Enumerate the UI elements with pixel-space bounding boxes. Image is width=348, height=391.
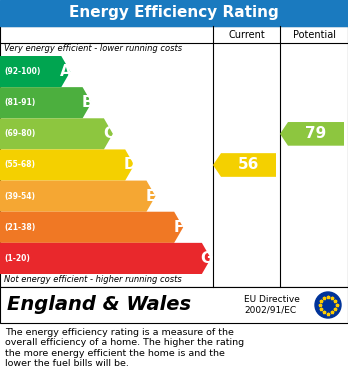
Text: (69-80): (69-80)	[4, 129, 35, 138]
Bar	[0, 0, 348, 26]
Polygon shape	[0, 212, 183, 243]
Text: Energy Efficiency Rating: Energy Efficiency Rating	[69, 5, 279, 20]
Polygon shape	[0, 149, 134, 181]
Text: Very energy efficient - lower running costs: Very energy efficient - lower running co…	[4, 44, 182, 53]
Text: 79: 79	[306, 126, 327, 142]
Text: Potential: Potential	[293, 29, 335, 39]
Polygon shape	[0, 243, 211, 274]
Text: 56: 56	[238, 158, 259, 172]
Text: D: D	[124, 158, 136, 172]
Bar	[0, 26, 348, 287]
Text: A: A	[60, 64, 72, 79]
Text: Current: Current	[228, 29, 265, 39]
Text: EU Directive: EU Directive	[244, 296, 300, 305]
Text: B: B	[81, 95, 93, 110]
Text: England & Wales: England & Wales	[7, 296, 191, 314]
Text: (39-54): (39-54)	[4, 192, 35, 201]
Text: (55-68): (55-68)	[4, 160, 35, 170]
Text: 2002/91/EC: 2002/91/EC	[244, 305, 296, 314]
Text: Not energy efficient - higher running costs: Not energy efficient - higher running co…	[4, 275, 182, 284]
Bar	[0, 287, 348, 323]
Polygon shape	[213, 153, 276, 177]
Text: (92-100): (92-100)	[4, 67, 40, 76]
Text: (21-38): (21-38)	[4, 223, 35, 232]
Polygon shape	[280, 122, 344, 146]
Polygon shape	[0, 118, 113, 149]
Polygon shape	[0, 87, 92, 118]
Text: C: C	[103, 126, 114, 142]
Circle shape	[315, 292, 341, 318]
Text: E: E	[146, 188, 156, 204]
Text: F: F	[174, 220, 184, 235]
Text: (81-91): (81-91)	[4, 98, 35, 107]
Text: (1-20): (1-20)	[4, 254, 30, 263]
Text: The energy efficiency rating is a measure of the
overall efficiency of a home. T: The energy efficiency rating is a measur…	[5, 328, 244, 368]
Polygon shape	[0, 56, 70, 87]
Polygon shape	[0, 181, 156, 212]
Text: G: G	[200, 251, 213, 266]
